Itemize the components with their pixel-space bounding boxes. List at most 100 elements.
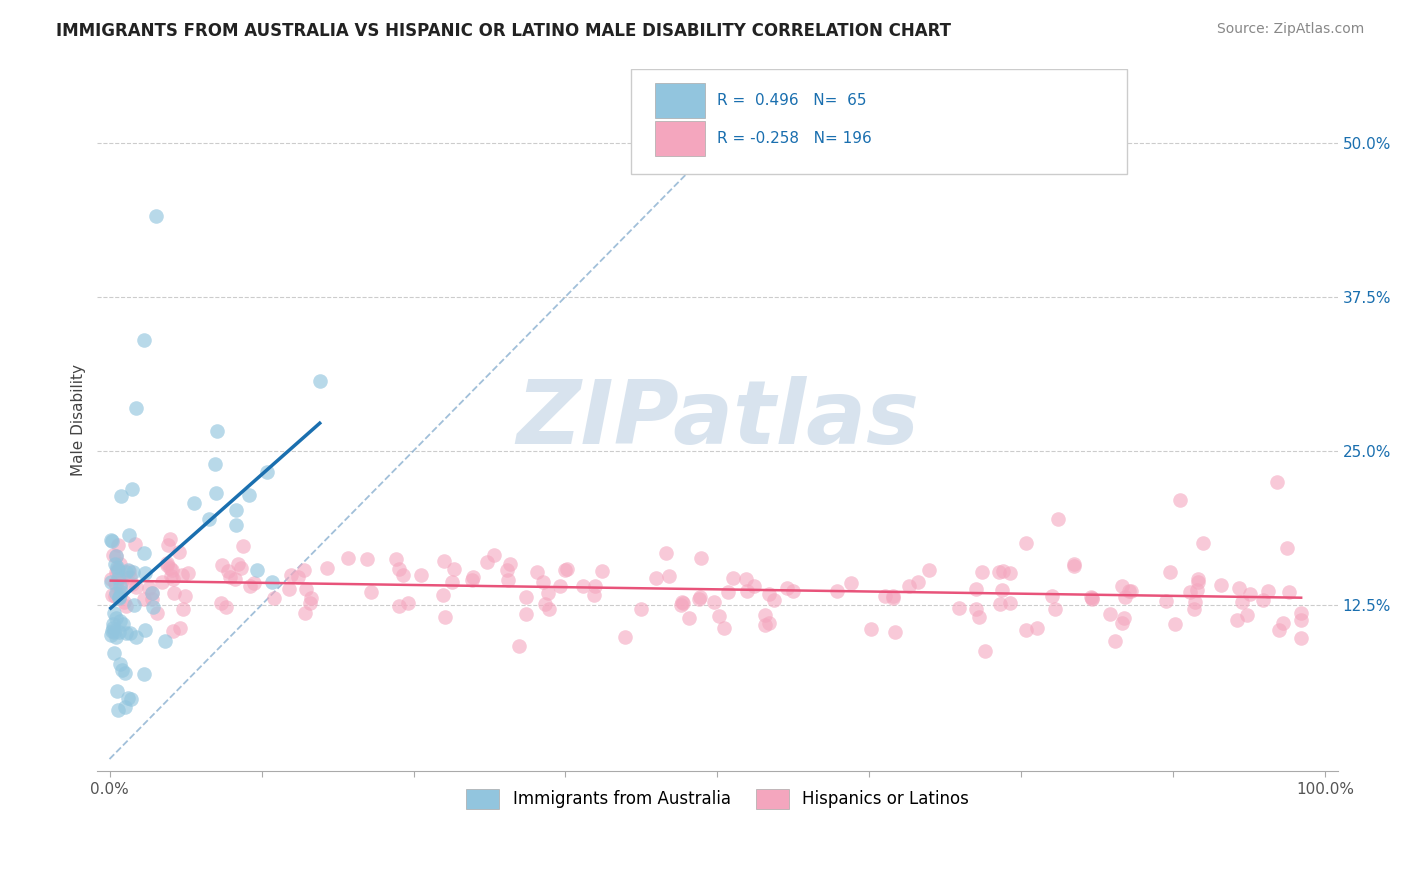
Point (114, 599, 136, 613)
Point (110, 578, 132, 592)
Point (108, 572, 131, 586)
Point (498, 557, 520, 571)
Point (1000, 566, 1022, 581)
Point (825, 584, 848, 599)
Point (356, 551, 378, 566)
Point (100, 575, 122, 590)
Point (256, 465, 278, 479)
Point (299, 596, 322, 610)
Text: R =  0.496   N=  65: R = 0.496 N= 65 (717, 93, 868, 108)
Point (1164, 617, 1187, 632)
Point (432, 588, 454, 602)
Point (132, 591, 155, 606)
Point (1289, 606, 1312, 620)
Point (115, 565, 138, 579)
Point (110, 576, 132, 591)
Point (108, 657, 131, 672)
Point (669, 598, 692, 612)
Point (280, 568, 302, 582)
Point (534, 597, 557, 611)
Point (537, 585, 560, 599)
Point (1111, 579, 1133, 593)
Point (162, 572, 184, 586)
Point (107, 703, 129, 717)
Point (859, 623, 882, 637)
Point (735, 573, 758, 587)
Point (108, 558, 131, 572)
Point (554, 563, 576, 577)
Point (229, 561, 252, 575)
Point (1081, 591, 1104, 606)
Point (103, 607, 125, 621)
Point (1080, 591, 1102, 605)
Point (1099, 607, 1122, 621)
Legend: Immigrants from Australia, Hispanics or Latinos: Immigrants from Australia, Hispanics or … (460, 782, 976, 816)
Point (948, 601, 970, 615)
Point (591, 564, 613, 578)
Point (1251, 593, 1274, 607)
Point (1187, 575, 1209, 590)
Point (299, 591, 322, 605)
Point (967, 609, 990, 624)
Point (991, 582, 1014, 597)
Point (1226, 613, 1249, 627)
Point (433, 610, 456, 624)
Point (105, 630, 128, 644)
Point (172, 602, 194, 616)
Point (645, 570, 668, 584)
Point (141, 586, 163, 600)
Point (277, 582, 299, 597)
Point (1187, 572, 1209, 586)
Point (998, 596, 1021, 610)
Point (103, 646, 125, 660)
Point (443, 562, 465, 576)
Point (1239, 587, 1261, 601)
Point (121, 577, 143, 591)
Point (965, 602, 987, 616)
Point (160, 564, 183, 578)
Point (461, 570, 484, 584)
Point (461, 573, 484, 587)
Point (110, 585, 132, 599)
Point (142, 600, 165, 615)
Point (1063, 559, 1085, 574)
Point (122, 565, 145, 579)
Point (630, 601, 652, 615)
Point (103, 625, 125, 640)
Point (1180, 585, 1202, 599)
Point (125, 401, 148, 415)
Point (205, 486, 228, 500)
Point (1265, 475, 1288, 489)
Point (246, 563, 269, 577)
Point (1289, 613, 1312, 627)
Point (108, 615, 131, 629)
Point (1111, 616, 1133, 631)
Point (882, 591, 904, 605)
Point (101, 534, 124, 549)
Point (508, 639, 530, 653)
Point (174, 589, 197, 603)
Point (118, 528, 141, 542)
Point (1236, 608, 1258, 623)
Point (1045, 601, 1067, 615)
Text: IMMIGRANTS FROM AUSTRALIA VS HISPANIC OR LATINO MALE DISABILITY CORRELATION CHAR: IMMIGRANTS FROM AUSTRALIA VS HISPANIC OR… (56, 22, 952, 40)
Point (225, 503, 247, 517)
Point (440, 574, 463, 589)
Point (107, 563, 129, 577)
Point (170, 567, 193, 582)
Point (118, 626, 141, 640)
Point (1063, 557, 1085, 571)
Point (107, 538, 129, 552)
Point (482, 548, 505, 562)
Point (1209, 578, 1232, 592)
Point (103, 616, 125, 631)
Point (776, 581, 799, 595)
Point (839, 576, 862, 591)
Point (897, 579, 920, 593)
Point (672, 596, 695, 610)
Point (138, 581, 160, 595)
Point (294, 606, 316, 620)
Point (1154, 594, 1177, 608)
Point (583, 588, 606, 602)
Point (225, 518, 247, 533)
